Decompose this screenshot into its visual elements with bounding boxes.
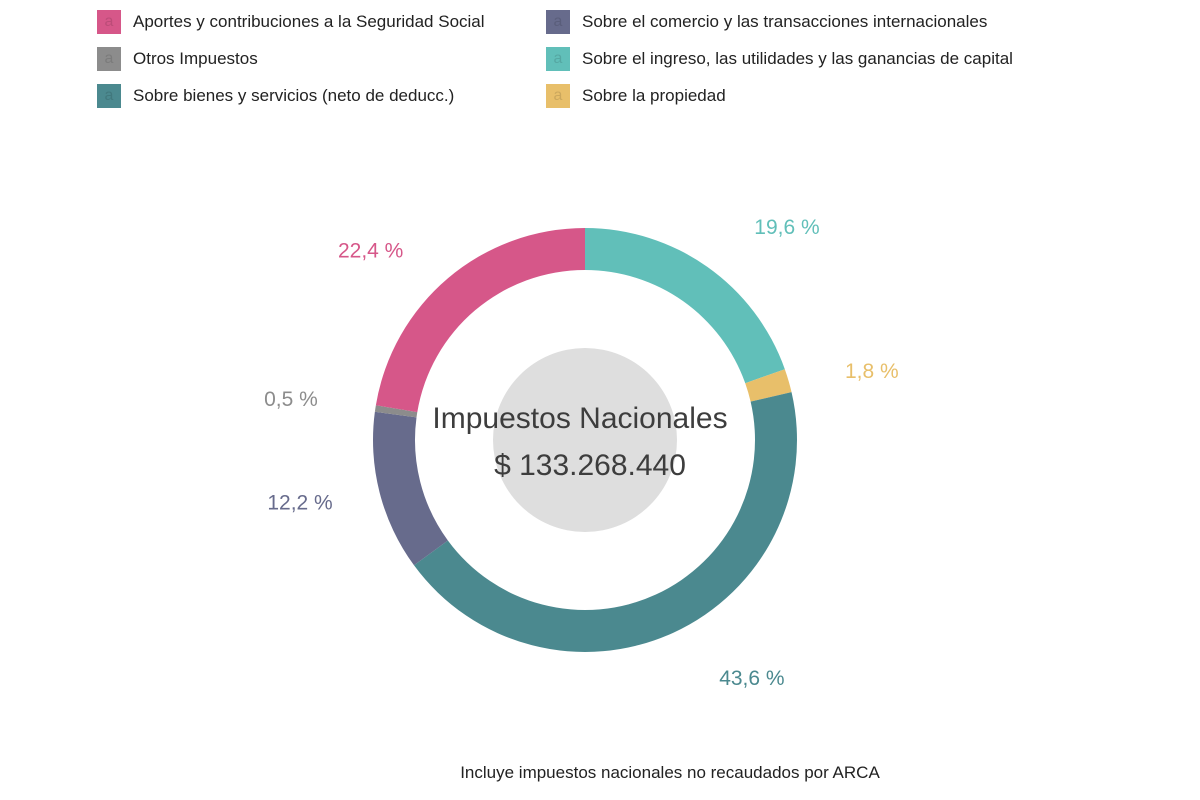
legend-label: Aportes y contribuciones a la Seguridad …	[133, 12, 485, 31]
center-circle	[493, 348, 677, 532]
legend-label: Sobre el ingreso, las utilidades y las g…	[582, 49, 1013, 68]
legend-item-comercio-internacional: a Sobre el comercio y las transacciones …	[546, 10, 987, 34]
legend-item-otros-impuestos: a Otros Impuestos	[97, 47, 258, 71]
legend-swatch-icon: a	[97, 84, 121, 108]
donut-segment	[374, 405, 418, 418]
legend-item-ingreso-ganancias: a Sobre el ingreso, las utilidades y las…	[546, 47, 1013, 71]
legend-swatch-icon: a	[97, 47, 121, 71]
donut-segment	[745, 369, 792, 402]
legend-label: Sobre el comercio y las transacciones in…	[582, 12, 988, 31]
donut-segment	[375, 228, 585, 413]
segment-percent-label: 19,6 %	[754, 216, 819, 239]
center-title: Impuestos Nacionales	[432, 402, 727, 435]
segment-percent-label: 1,8 %	[845, 360, 899, 383]
footnote: Incluye impuestos nacionales no recaudad…	[460, 763, 880, 782]
legend-item-seguridad-social: a Aportes y contribuciones a la Segurida…	[97, 10, 485, 34]
donut-segment	[585, 228, 785, 384]
legend-swatch-icon: a	[546, 47, 570, 71]
donut-segments	[373, 228, 797, 653]
legend-label: Sobre la propiedad	[582, 86, 726, 105]
legend-swatch-icon: a	[97, 10, 121, 34]
center-total: $ 133.268.440	[494, 449, 686, 482]
donut-segment	[413, 392, 797, 653]
segment-percent-label: 43,6 %	[719, 667, 784, 690]
legend-item-propiedad: a Sobre la propiedad	[546, 84, 726, 108]
legend-item-bienes-servicios: a Sobre bienes y servicios (neto de dedu…	[97, 84, 454, 108]
legend-swatch-icon: a	[546, 84, 570, 108]
segment-percent-label: 0,5 %	[264, 388, 318, 411]
donut-segment	[373, 411, 448, 566]
legend-swatch-icon: a	[546, 10, 570, 34]
legend-label: Sobre bienes y servicios (neto de deducc…	[133, 86, 455, 105]
segment-percent-label: 12,2 %	[267, 492, 332, 515]
segment-labels: 19,6 % 1,8 % 43,6 % 12,2 % 0,5 % 22,4 %	[264, 216, 899, 690]
legend-label: Otros Impuestos	[133, 49, 258, 68]
segment-percent-label: 22,4 %	[338, 239, 403, 262]
